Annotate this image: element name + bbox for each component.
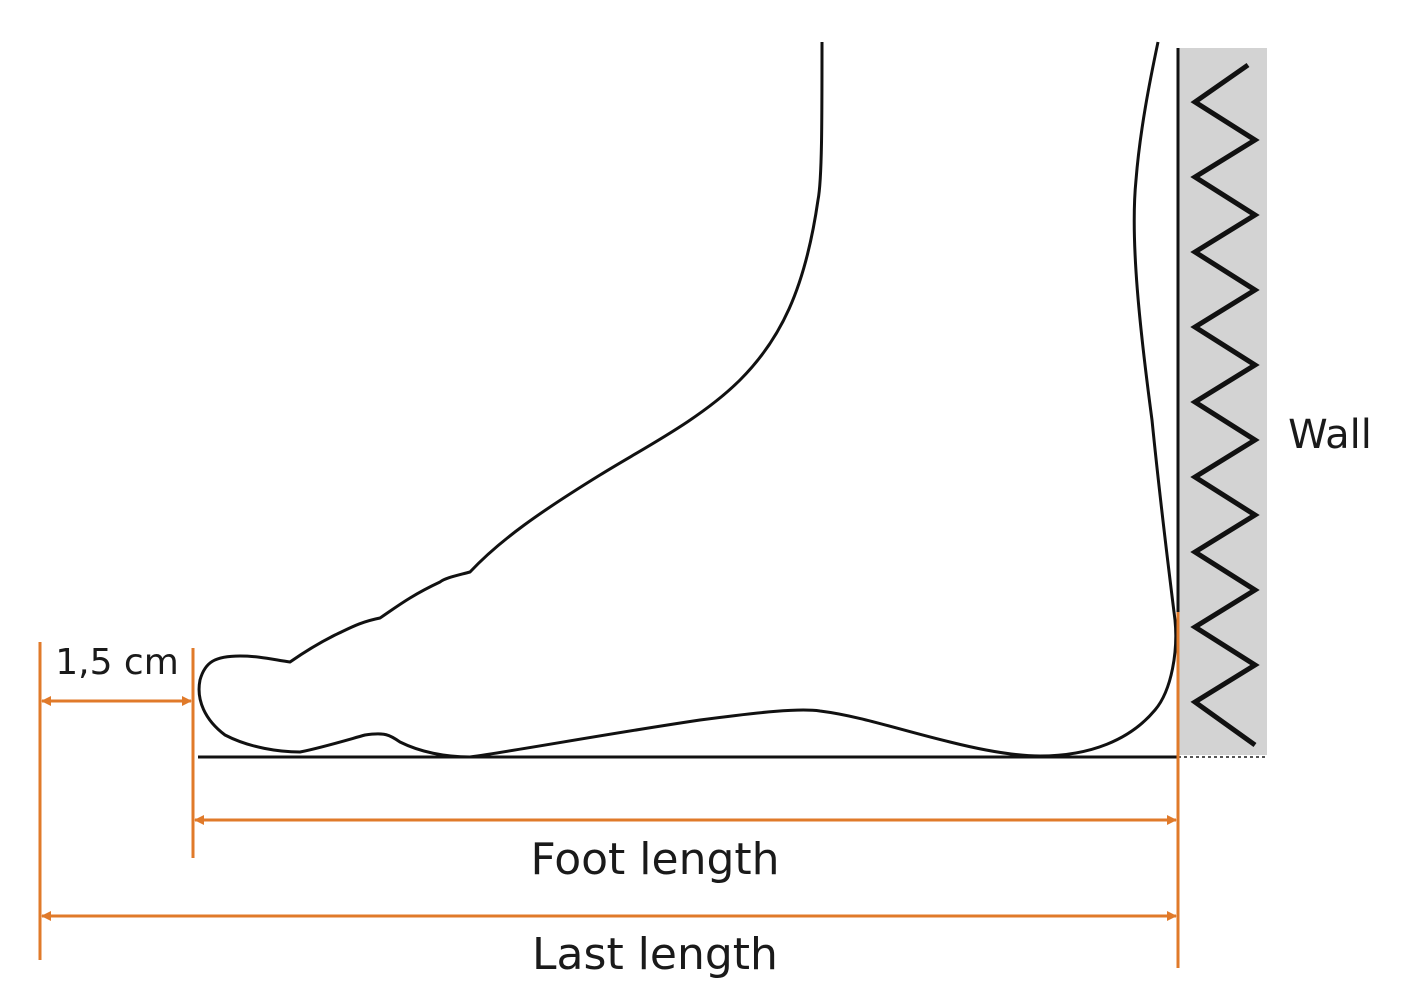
last-length-label: Last length xyxy=(532,929,778,980)
wall xyxy=(1176,48,1267,755)
foot-outline xyxy=(197,41,1265,759)
offset-label: 1,5 cm xyxy=(55,642,179,683)
dimension-lines xyxy=(38,612,1180,968)
foot-length-label: Foot length xyxy=(530,834,779,885)
wall-label: Wall xyxy=(1288,412,1372,458)
